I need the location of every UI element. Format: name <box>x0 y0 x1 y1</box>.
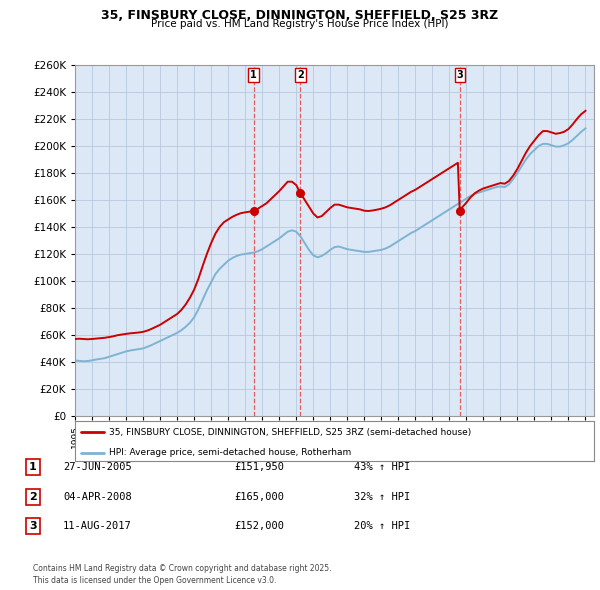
Text: HPI: Average price, semi-detached house, Rotherham: HPI: Average price, semi-detached house,… <box>109 448 351 457</box>
Text: 32% ↑ HPI: 32% ↑ HPI <box>354 492 410 502</box>
Text: Price paid vs. HM Land Registry's House Price Index (HPI): Price paid vs. HM Land Registry's House … <box>151 19 449 30</box>
Text: 35, FINSBURY CLOSE, DINNINGTON, SHEFFIELD, S25 3RZ: 35, FINSBURY CLOSE, DINNINGTON, SHEFFIEL… <box>101 9 499 22</box>
Text: £151,950: £151,950 <box>234 463 284 472</box>
Text: 11-AUG-2017: 11-AUG-2017 <box>63 522 132 531</box>
Text: 3: 3 <box>457 70 463 80</box>
Text: 2: 2 <box>29 492 37 502</box>
Text: 35, FINSBURY CLOSE, DINNINGTON, SHEFFIELD, S25 3RZ (semi-detached house): 35, FINSBURY CLOSE, DINNINGTON, SHEFFIEL… <box>109 428 471 437</box>
Text: Contains HM Land Registry data © Crown copyright and database right 2025.
This d: Contains HM Land Registry data © Crown c… <box>33 565 331 585</box>
Text: 3: 3 <box>29 522 37 531</box>
Text: 27-JUN-2005: 27-JUN-2005 <box>63 463 132 472</box>
Text: 1: 1 <box>250 70 257 80</box>
Text: 04-APR-2008: 04-APR-2008 <box>63 492 132 502</box>
Text: 1: 1 <box>29 463 37 472</box>
Text: £152,000: £152,000 <box>234 522 284 531</box>
Text: 20% ↑ HPI: 20% ↑ HPI <box>354 522 410 531</box>
Text: 43% ↑ HPI: 43% ↑ HPI <box>354 463 410 472</box>
Text: 2: 2 <box>297 70 304 80</box>
Text: £165,000: £165,000 <box>234 492 284 502</box>
